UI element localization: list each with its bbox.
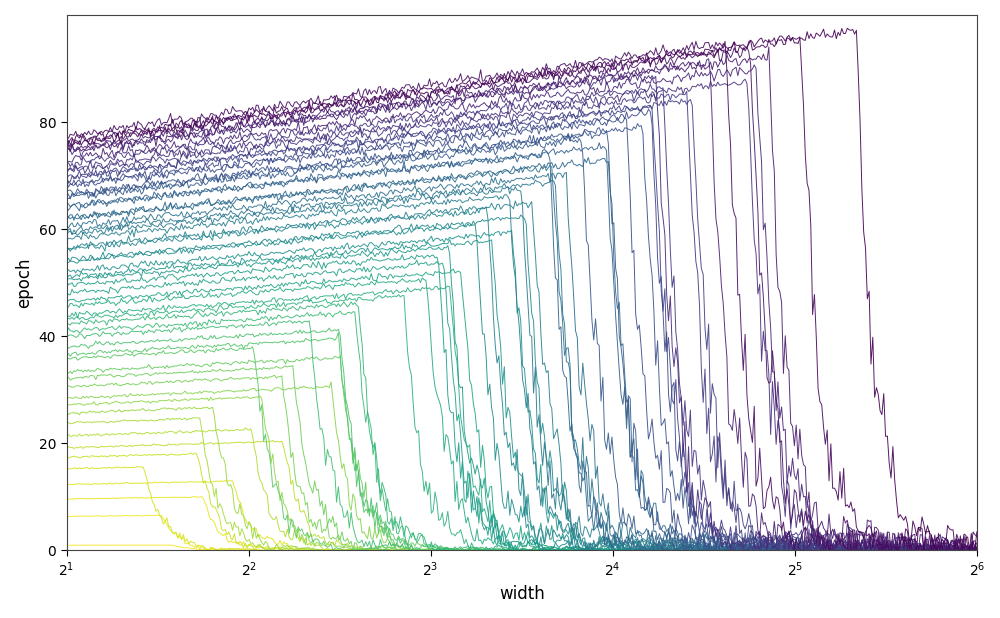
Y-axis label: epoch: epoch (15, 258, 33, 308)
X-axis label: width: width (499, 585, 545, 603)
